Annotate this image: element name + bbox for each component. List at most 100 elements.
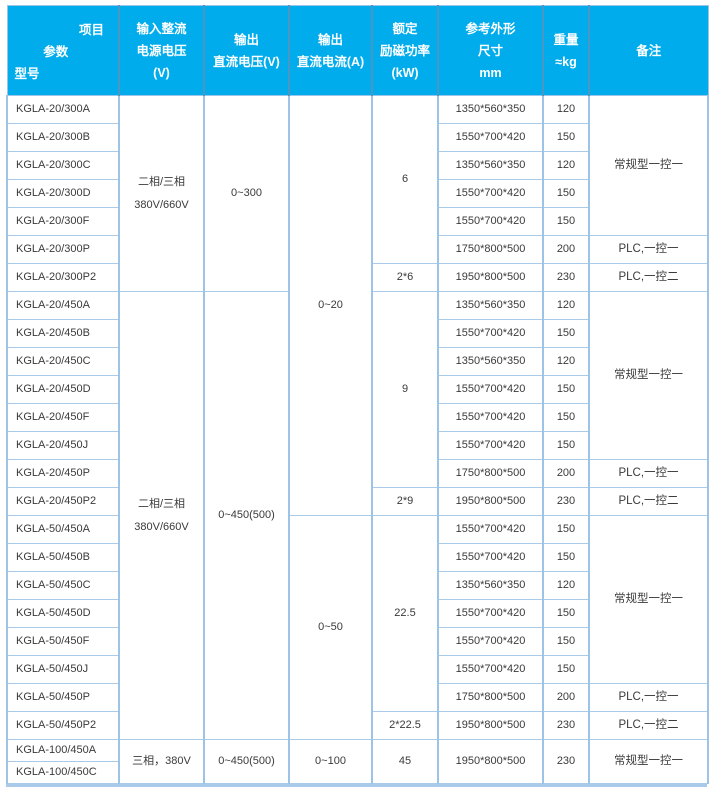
cell-power: 2*9 xyxy=(371,487,439,516)
cell-weight: 150 xyxy=(542,207,590,236)
table-body: KGLA-20/300A 二相/三相 380V/660V 0~300 0~20 6 135… xyxy=(6,95,709,784)
cell-model: KGLA-100/450A xyxy=(6,739,120,762)
cell-model: KGLA-20/300P xyxy=(6,235,120,264)
cell-dims: 1350*560*350 xyxy=(437,571,544,600)
cell-weight: 230 xyxy=(542,263,590,292)
table-row: KGLA-20/300A 二相/三相 380V/660V 0~300 0~20 6 135… xyxy=(6,95,709,516)
cell-input: 二相/三相 380V/660V xyxy=(118,95,205,292)
cell-weight: 150 xyxy=(542,515,590,544)
header-weight: 重量 ≈kg xyxy=(542,5,590,96)
cell-model: KGLA-50/450B xyxy=(6,543,120,572)
cell-dims: 1750*800*500 xyxy=(437,459,544,488)
cell-power: 6 xyxy=(371,95,439,264)
cell-model: KGLA-20/450A xyxy=(6,291,120,320)
table-row: KGLA-20/300B 1550*700*420 150 xyxy=(6,123,708,152)
table-row: KGLA-20/450P2 2*9 1950*800*500 230 PLC,一控二 xyxy=(6,487,709,516)
cell-note: 常规型一控一 xyxy=(588,95,709,236)
cell-weight: 150 xyxy=(542,403,590,432)
cell-model: KGLA-20/300C xyxy=(6,151,120,180)
cell-model: KGLA-20/450F xyxy=(6,403,120,432)
cell-note: PLC,一控二 xyxy=(588,487,709,516)
table-row: KGLA-50/450P 1750*800*500 200 PLC,一控一 xyxy=(6,683,709,712)
table-row: KGLA-20/450D 1550*700*420 150 xyxy=(6,375,708,404)
cell-input: 二相/三相 380V/660V xyxy=(118,291,205,740)
cell-adc: 0~50 xyxy=(288,515,373,740)
cell-model: KGLA-20/450P2 xyxy=(6,487,120,516)
cell-weight: 200 xyxy=(542,459,590,488)
cell-dims: 1550*700*420 xyxy=(437,431,544,460)
cell-note: PLC,一控二 xyxy=(588,711,709,740)
header-rated-power: 额定 励磁功率 (kW) xyxy=(371,5,439,96)
table-row: KGLA-20/450P 1750*800*500 200 PLC,一控一 xyxy=(6,459,709,488)
spec-table-container: 项目 参数 型号 输入整流 电源电压 (V) 输出 直流电压(V) 输出 直流电… xyxy=(6,5,709,787)
cell-power: 2*6 xyxy=(371,263,439,292)
header-input-voltage: 输入整流 电源电压 (V) xyxy=(118,5,205,96)
cell-power: 45 xyxy=(371,739,439,784)
header-dimensions: 参考外形 尺寸 mm xyxy=(437,5,544,96)
header-remarks: 备注 xyxy=(588,5,709,96)
cell-weight: 150 xyxy=(542,319,590,348)
cell-weight: 120 xyxy=(542,95,590,124)
table-row: KGLA-20/300P 1750*800*500 200 PLC,一控一 xyxy=(6,235,709,264)
cell-vdc: 0~450(500) xyxy=(203,739,290,784)
table-row: KGLA-100/450C xyxy=(6,761,708,784)
table-row: KGLA-20/300C 1350*560*350 120 xyxy=(6,151,708,180)
cell-note: PLC,一控一 xyxy=(588,683,709,712)
header-model: 项目 参数 型号 xyxy=(6,5,120,96)
cell-weight: 150 xyxy=(542,627,590,656)
cell-dims: 1350*560*350 xyxy=(437,95,544,124)
cell-dims: 1550*700*420 xyxy=(437,179,544,208)
cell-dims: 1950*800*500 xyxy=(437,739,544,784)
product-spec-table: 项目 参数 型号 输入整流 电源电压 (V) 输出 直流电压(V) 输出 直流电… xyxy=(6,5,709,784)
cell-dims: 1550*700*420 xyxy=(437,403,544,432)
header-output-dc-current: 输出 直流电流(A) xyxy=(288,5,373,96)
cell-weight: 150 xyxy=(542,543,590,572)
table-header: 项目 参数 型号 输入整流 电源电压 (V) 输出 直流电压(V) 输出 直流电… xyxy=(6,5,709,96)
cell-model: KGLA-50/450C xyxy=(6,571,120,600)
cell-dims: 1350*560*350 xyxy=(437,291,544,320)
cell-dims: 1550*700*420 xyxy=(437,515,544,544)
cell-weight: 230 xyxy=(542,739,590,784)
cell-dims: 1550*700*420 xyxy=(437,543,544,572)
cell-model: KGLA-50/450P2 xyxy=(6,711,120,740)
cell-dims: 1550*700*420 xyxy=(437,655,544,684)
cell-weight: 200 xyxy=(542,683,590,712)
cell-model: KGLA-20/450P xyxy=(6,459,120,488)
cell-note: 常规型一控一 xyxy=(588,291,709,460)
cell-weight: 150 xyxy=(542,179,590,208)
cell-model: KGLA-20/450B xyxy=(6,319,120,348)
cell-weight: 150 xyxy=(542,431,590,460)
cell-model: KGLA-20/300D xyxy=(6,179,120,208)
cell-weight: 120 xyxy=(542,571,590,600)
cell-vdc: 0~450(500) xyxy=(203,291,290,740)
cell-model: KGLA-50/450P xyxy=(6,683,120,712)
cell-dims: 1550*700*420 xyxy=(437,599,544,628)
cell-dims: 1550*700*420 xyxy=(437,123,544,152)
cell-dims: 1950*800*500 xyxy=(437,711,544,740)
cell-note: 常规型一控一 xyxy=(588,739,709,784)
cell-dims: 1950*800*500 xyxy=(437,263,544,292)
cell-vdc: 0~300 xyxy=(203,95,290,292)
cell-model: KGLA-20/450C xyxy=(6,347,120,376)
cell-model: KGLA-50/450D xyxy=(6,599,120,628)
cell-dims: 1950*800*500 xyxy=(437,487,544,516)
cell-model: KGLA-50/450A xyxy=(6,515,120,544)
cell-weight: 150 xyxy=(542,375,590,404)
cell-weight: 230 xyxy=(542,487,590,516)
cell-power: 22.5 xyxy=(371,515,439,712)
cell-model: KGLA-20/300B xyxy=(6,123,120,152)
table-row: KGLA-50/450J 1550*700*420 150 xyxy=(6,655,708,684)
table-row: KGLA-50/450D 1550*700*420 150 xyxy=(6,599,708,628)
table-row: KGLA-20/300F 1550*700*420 150 xyxy=(6,207,708,236)
cell-weight: 120 xyxy=(542,347,590,376)
cell-note: PLC,一控二 xyxy=(588,263,709,292)
table-row: KGLA-20/300P2 2*6 1950*800*500 230 PLC,一控二 xyxy=(6,263,709,292)
cell-note: PLC,一控一 xyxy=(588,459,709,488)
cell-weight: 150 xyxy=(542,123,590,152)
cell-dims: 1550*700*420 xyxy=(437,319,544,348)
cell-model: KGLA-100/450C xyxy=(6,761,120,784)
cell-weight: 200 xyxy=(542,235,590,264)
table-row: KGLA-50/450A 0~50 22.5 1550*700*420 150 常规型一控… xyxy=(6,515,709,740)
table-row: KGLA-20/450A 二相/三相 380V/660V 0~450(500) 9 13… xyxy=(6,291,709,740)
header-output-dc-voltage: 输出 直流电压(V) xyxy=(203,5,290,96)
